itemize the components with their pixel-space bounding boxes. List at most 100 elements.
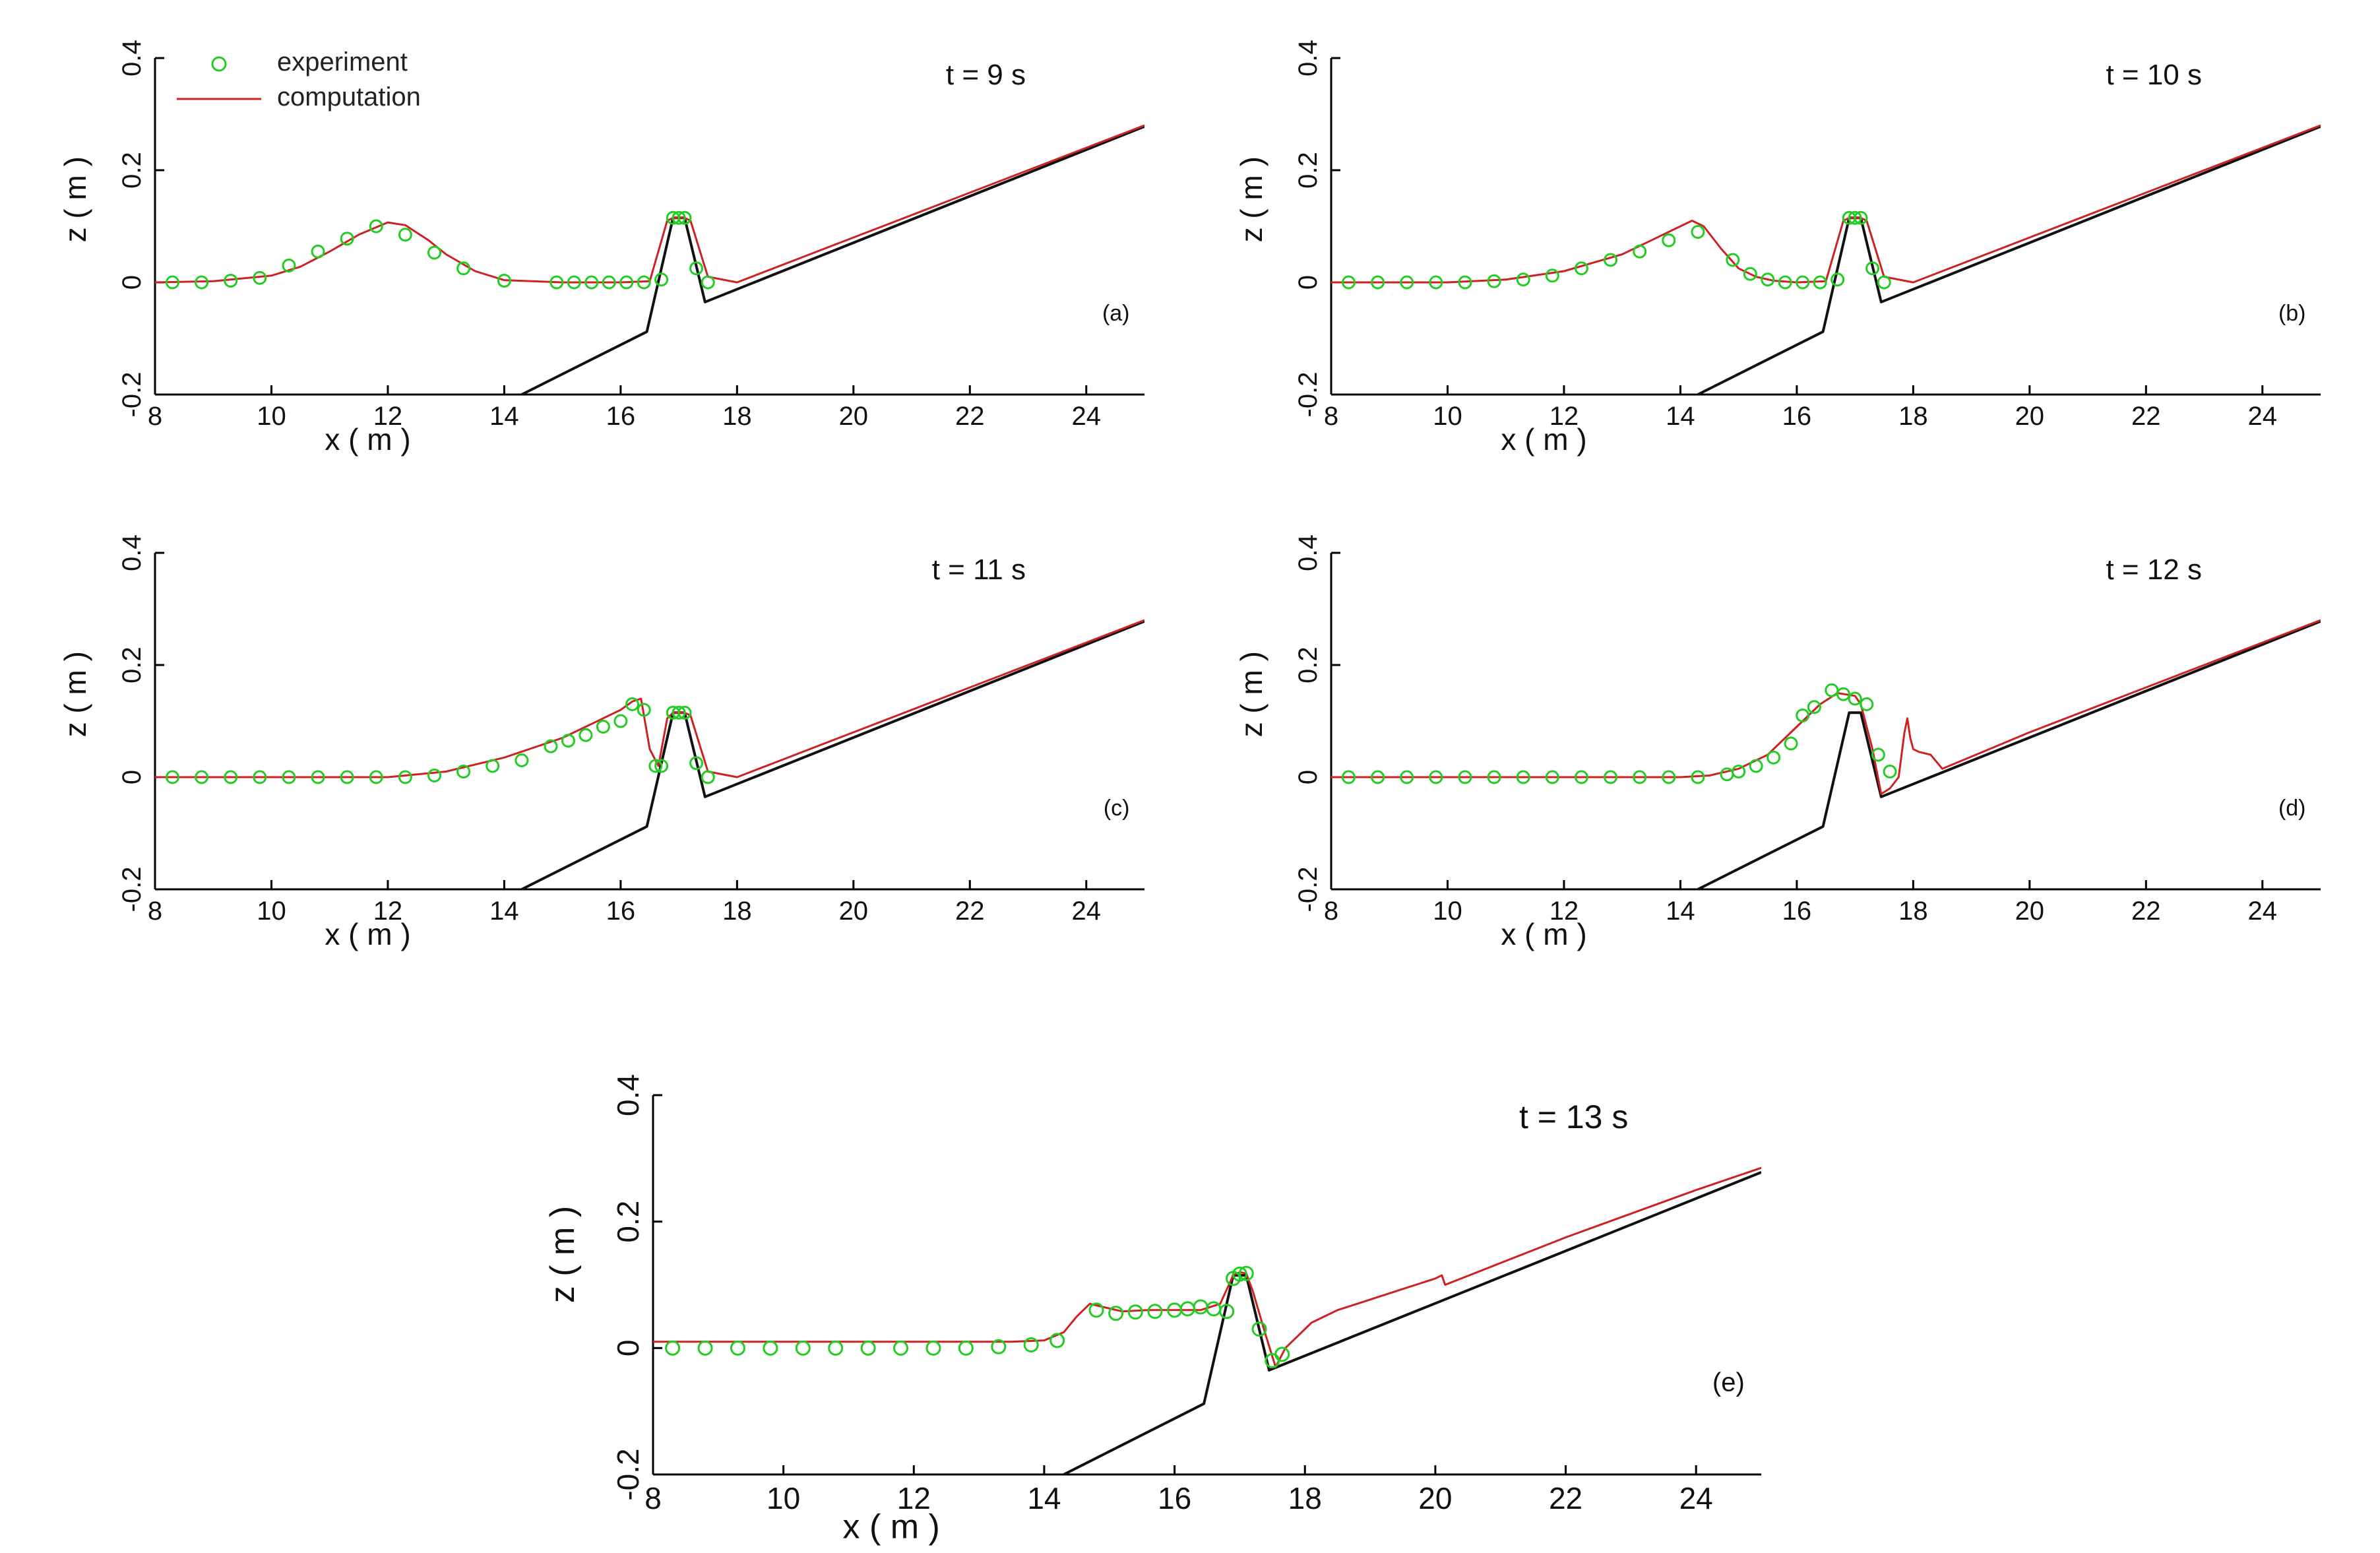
experiment-point	[515, 753, 529, 767]
experiment-point	[1574, 770, 1588, 784]
experiment-point	[1127, 1304, 1143, 1320]
y-tick-label: 0.4	[117, 40, 146, 77]
x-tick-label: 10	[257, 402, 286, 431]
experiment-point	[340, 232, 354, 246]
y-axis-title: z ( m )	[1234, 651, 1268, 737]
experiment-point	[456, 261, 471, 276]
experiment-point	[613, 714, 628, 728]
experiment-point	[340, 770, 354, 784]
legend-experiment-marker	[211, 56, 227, 72]
experiment-point	[677, 705, 692, 720]
experiment-point	[253, 270, 267, 285]
experiment-point	[561, 734, 575, 748]
x-tick-label: 24	[2248, 897, 2278, 926]
x-axis-title: x ( m )	[1501, 422, 1586, 457]
x-tick-label: 16	[1158, 1481, 1191, 1515]
panel-label: (b)	[2278, 301, 2306, 326]
experiment-point	[165, 770, 179, 784]
experiment-point	[619, 275, 634, 290]
x-axis-title: x ( m )	[325, 917, 410, 951]
experiment-point	[1400, 770, 1414, 784]
experiment-point	[1108, 1306, 1124, 1321]
experiment-point	[485, 759, 500, 773]
x-tick-label: 16	[1782, 402, 1812, 431]
y-tick-label: 0	[117, 275, 146, 290]
chart-panel-c: 8 10 12 14 16 18 20 22 24 -0.2 0 0.2 0.4 x ( m ) z ( m…	[58, 534, 1144, 951]
x-tick-label: 16	[606, 402, 636, 431]
panel-label: (c)	[1104, 796, 1130, 821]
x-tick-label: 10	[257, 897, 286, 926]
experiment-point	[697, 1340, 713, 1356]
y-tick-label: 0.4	[1294, 534, 1323, 571]
y-axis-title: z ( m )	[544, 1206, 582, 1303]
x-tick-label: 10	[767, 1481, 800, 1515]
y-tick-label: 0.2	[117, 647, 146, 683]
plot-area	[155, 619, 1144, 891]
experiment-point	[1487, 274, 1501, 288]
experiment-point	[584, 275, 599, 290]
x-tick-label: 14	[489, 402, 519, 431]
experiment-point	[625, 697, 640, 711]
experiment-point	[1743, 267, 1757, 281]
experiment-point	[195, 770, 209, 784]
experiment-point	[763, 1340, 778, 1356]
x-tick-label: 22	[1549, 1481, 1582, 1515]
x-tick-label: 20	[839, 402, 869, 431]
time-label: t = 9 s	[946, 59, 1026, 91]
experiment-point	[860, 1340, 876, 1356]
experiment-point	[689, 756, 704, 771]
x-tick-label: 8	[1324, 897, 1338, 926]
experiment-point	[637, 275, 651, 290]
computation-line	[155, 124, 1144, 284]
experiment-point	[1691, 225, 1705, 239]
experiment-point	[1865, 261, 1880, 276]
experiment-point	[1836, 687, 1850, 701]
y-tick-label: 0.4	[611, 1074, 645, 1116]
experiment-point	[1854, 210, 1868, 225]
time-label: t = 11 s	[932, 554, 1026, 586]
experiment-point	[544, 739, 558, 753]
experiment-point	[1545, 269, 1559, 283]
experiment-point	[1691, 770, 1705, 784]
experiment-point	[828, 1340, 844, 1356]
experiment-point	[1749, 759, 1763, 773]
x-tick-label: 20	[2015, 402, 2045, 431]
experiment-point	[1796, 275, 1810, 290]
x-tick-label: 16	[1782, 897, 1812, 926]
experiment-point	[654, 272, 669, 287]
x-tick-label: 22	[2131, 897, 2161, 926]
y-axis-title: z ( m )	[58, 651, 92, 737]
x-tick-label: 14	[1666, 897, 1695, 926]
x-tick-label: 22	[2131, 402, 2161, 431]
experiment-point	[1371, 275, 1385, 290]
x-tick-label: 12	[1550, 402, 1579, 431]
experiment-point	[1813, 275, 1827, 290]
time-label: t = 13 s	[1519, 1098, 1628, 1135]
experiment-point	[1088, 1302, 1104, 1318]
legend: experiment computation	[177, 48, 421, 111]
experiment-point	[1487, 770, 1501, 784]
experiment-point	[654, 759, 669, 773]
x-axis-title: x ( m )	[1501, 917, 1586, 951]
x-tick-label: 12	[373, 897, 403, 926]
bottom-profile-line	[1697, 619, 2321, 891]
experiment-point	[1767, 750, 1781, 765]
experiment-point	[1784, 736, 1798, 751]
experiment-point	[1662, 233, 1676, 247]
experiment-point	[1662, 770, 1676, 784]
experiment-point	[427, 245, 442, 260]
experiment-point	[253, 770, 267, 784]
experiment-point	[282, 259, 296, 272]
panel-label: (e)	[1712, 1368, 1745, 1397]
y-tick-label: 0.2	[1294, 647, 1323, 683]
legend-experiment-label: experiment	[277, 48, 408, 77]
experiment-point	[398, 228, 412, 242]
experiment-point	[730, 1340, 745, 1356]
experiment-point	[648, 759, 663, 773]
experiment-point	[1848, 210, 1862, 225]
experiment-point	[1761, 272, 1775, 287]
experiment-point	[1574, 261, 1588, 276]
experiment-point	[398, 770, 412, 784]
experiment-point	[795, 1340, 811, 1356]
x-tick-label: 14	[1666, 402, 1695, 431]
